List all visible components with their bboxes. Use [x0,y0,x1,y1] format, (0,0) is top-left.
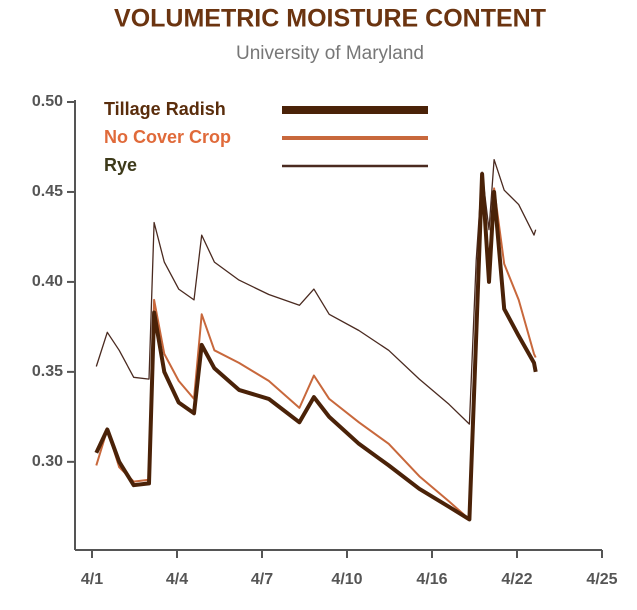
chart-subtitle: University of Maryland [236,43,424,64]
y-tick-label: 0.50 [32,93,63,110]
series-line [95,158,537,425]
y-tick-label: 0.40 [32,273,63,290]
series-line [94,172,538,522]
x-tick-label: 4/25 [586,571,617,588]
x-tick-label: 4/4 [166,571,188,588]
y-tick-label: 0.35 [32,363,63,380]
x-tick-label: 4/10 [331,571,362,588]
y-tick-label: 0.30 [32,453,63,470]
legend-label: Rye [104,155,137,175]
x-tick-label: 4/7 [251,571,273,588]
x-tick-label: 4/1 [81,571,103,588]
chart-title: VOLUMETRIC MOISTURE CONTENT [114,5,546,33]
legend-label: Tillage Radish [104,99,226,119]
x-tick-label: 4/22 [501,571,532,588]
x-tick-label: 4/16 [416,571,447,588]
legend-label: No Cover Crop [104,127,231,147]
y-tick-label: 0.45 [32,183,63,200]
